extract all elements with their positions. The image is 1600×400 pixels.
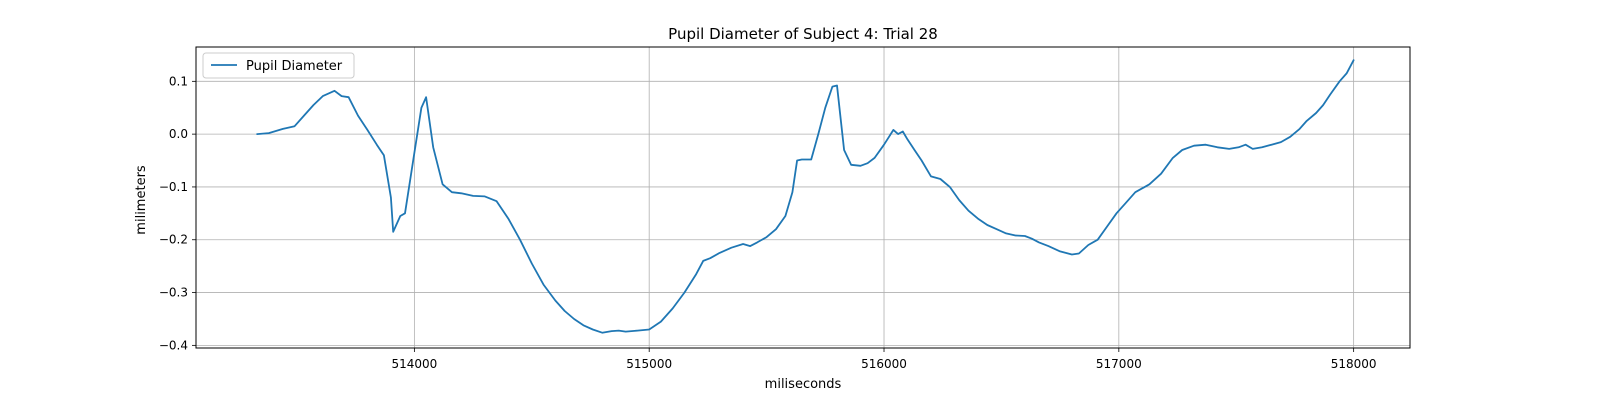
y-tick-label: −0.1	[159, 180, 188, 194]
legend: Pupil Diameter	[202, 52, 355, 79]
y-axis-ticks: 0.1 0.0 −0.1 −0.2 −0.3 −0.4	[159, 74, 196, 352]
x-tick-label: 514000	[391, 357, 437, 371]
plot-background	[196, 47, 1410, 348]
y-tick-label: −0.4	[159, 338, 188, 352]
series-line-pupil-diameter	[256, 59, 1355, 334]
x-tick-label: 518000	[1331, 357, 1377, 371]
y-tick-label: 0.1	[169, 74, 188, 88]
y-tick-label: 0.0	[169, 127, 188, 141]
y-tick-label: −0.3	[159, 286, 188, 300]
x-tick-label: 516000	[861, 357, 907, 371]
legend-label-pupil-diameter: Pupil Diameter	[246, 59, 343, 74]
x-axis-ticks: 514000 515000 516000 517000 518000	[391, 348, 1377, 371]
x-tick-label: 515000	[626, 357, 672, 371]
x-tick-label: 517000	[1096, 357, 1142, 371]
legend-box	[202, 52, 355, 79]
plot-frame	[195, 46, 1411, 349]
chart-title: Pupil Diameter of Subject 4: Trial 28	[668, 25, 938, 43]
y-axis-label: milimeters	[134, 165, 149, 235]
series-layer	[256, 59, 1355, 334]
x-axis-label: miliseconds	[765, 377, 842, 392]
grid-lines	[196, 47, 1410, 348]
y-tick-label: −0.2	[159, 233, 188, 247]
